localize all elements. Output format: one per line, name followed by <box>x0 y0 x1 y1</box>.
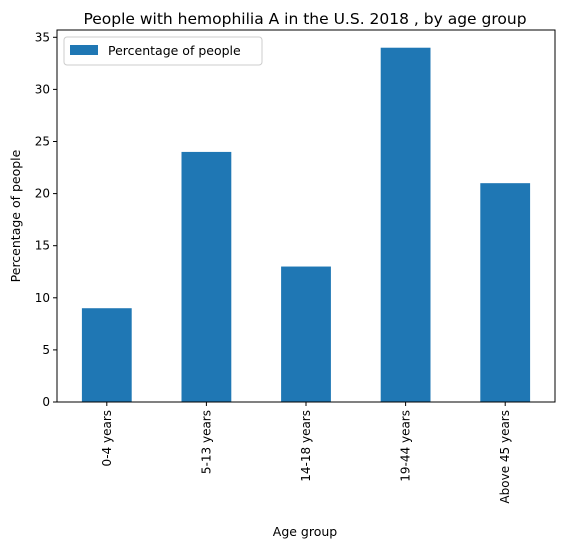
x-tick-label: 14-18 years <box>299 410 313 482</box>
legend-frame <box>63 36 263 66</box>
y-tick-label: 20 <box>35 187 50 201</box>
x-axis: 0-4 years 5-13 years 14-18 years 19-44 year… <box>100 402 512 504</box>
bar-0-4-years <box>81 308 132 402</box>
plot-frame <box>56 29 556 403</box>
legend-swatch <box>70 45 98 55</box>
y-axis: 0 5 10 15 20 25 30 35 <box>35 30 57 409</box>
bar-14-18-years <box>281 266 331 402</box>
legend: Percentage of people <box>63 36 263 66</box>
x-tick-label: 5-13 years <box>199 410 213 474</box>
x-axis-label: Age group <box>273 524 338 539</box>
bars-group <box>81 47 531 402</box>
chart-title: People with hemophilia A in the U.S. 201… <box>83 10 526 28</box>
y-tick-label: 15 <box>35 239 50 253</box>
y-tick-label: 0 <box>42 395 50 409</box>
x-tick-label: 0-4 years <box>100 410 114 466</box>
bar-19-44-years <box>380 47 431 402</box>
y-tick-label: 5 <box>42 343 50 357</box>
y-tick-label: 25 <box>35 134 50 148</box>
y-tick-label: 30 <box>35 82 50 96</box>
x-tick-label: 19-44 years <box>399 410 413 482</box>
bar-5-13-years <box>181 151 232 402</box>
x-tick-label: Above 45 years <box>498 410 512 504</box>
y-tick-label: 10 <box>35 291 50 305</box>
bar-above-45-years <box>480 183 531 402</box>
legend-label: Percentage of people <box>108 43 241 58</box>
y-axis-label: Percentage of people <box>8 149 23 282</box>
y-tick-label: 35 <box>35 30 50 44</box>
